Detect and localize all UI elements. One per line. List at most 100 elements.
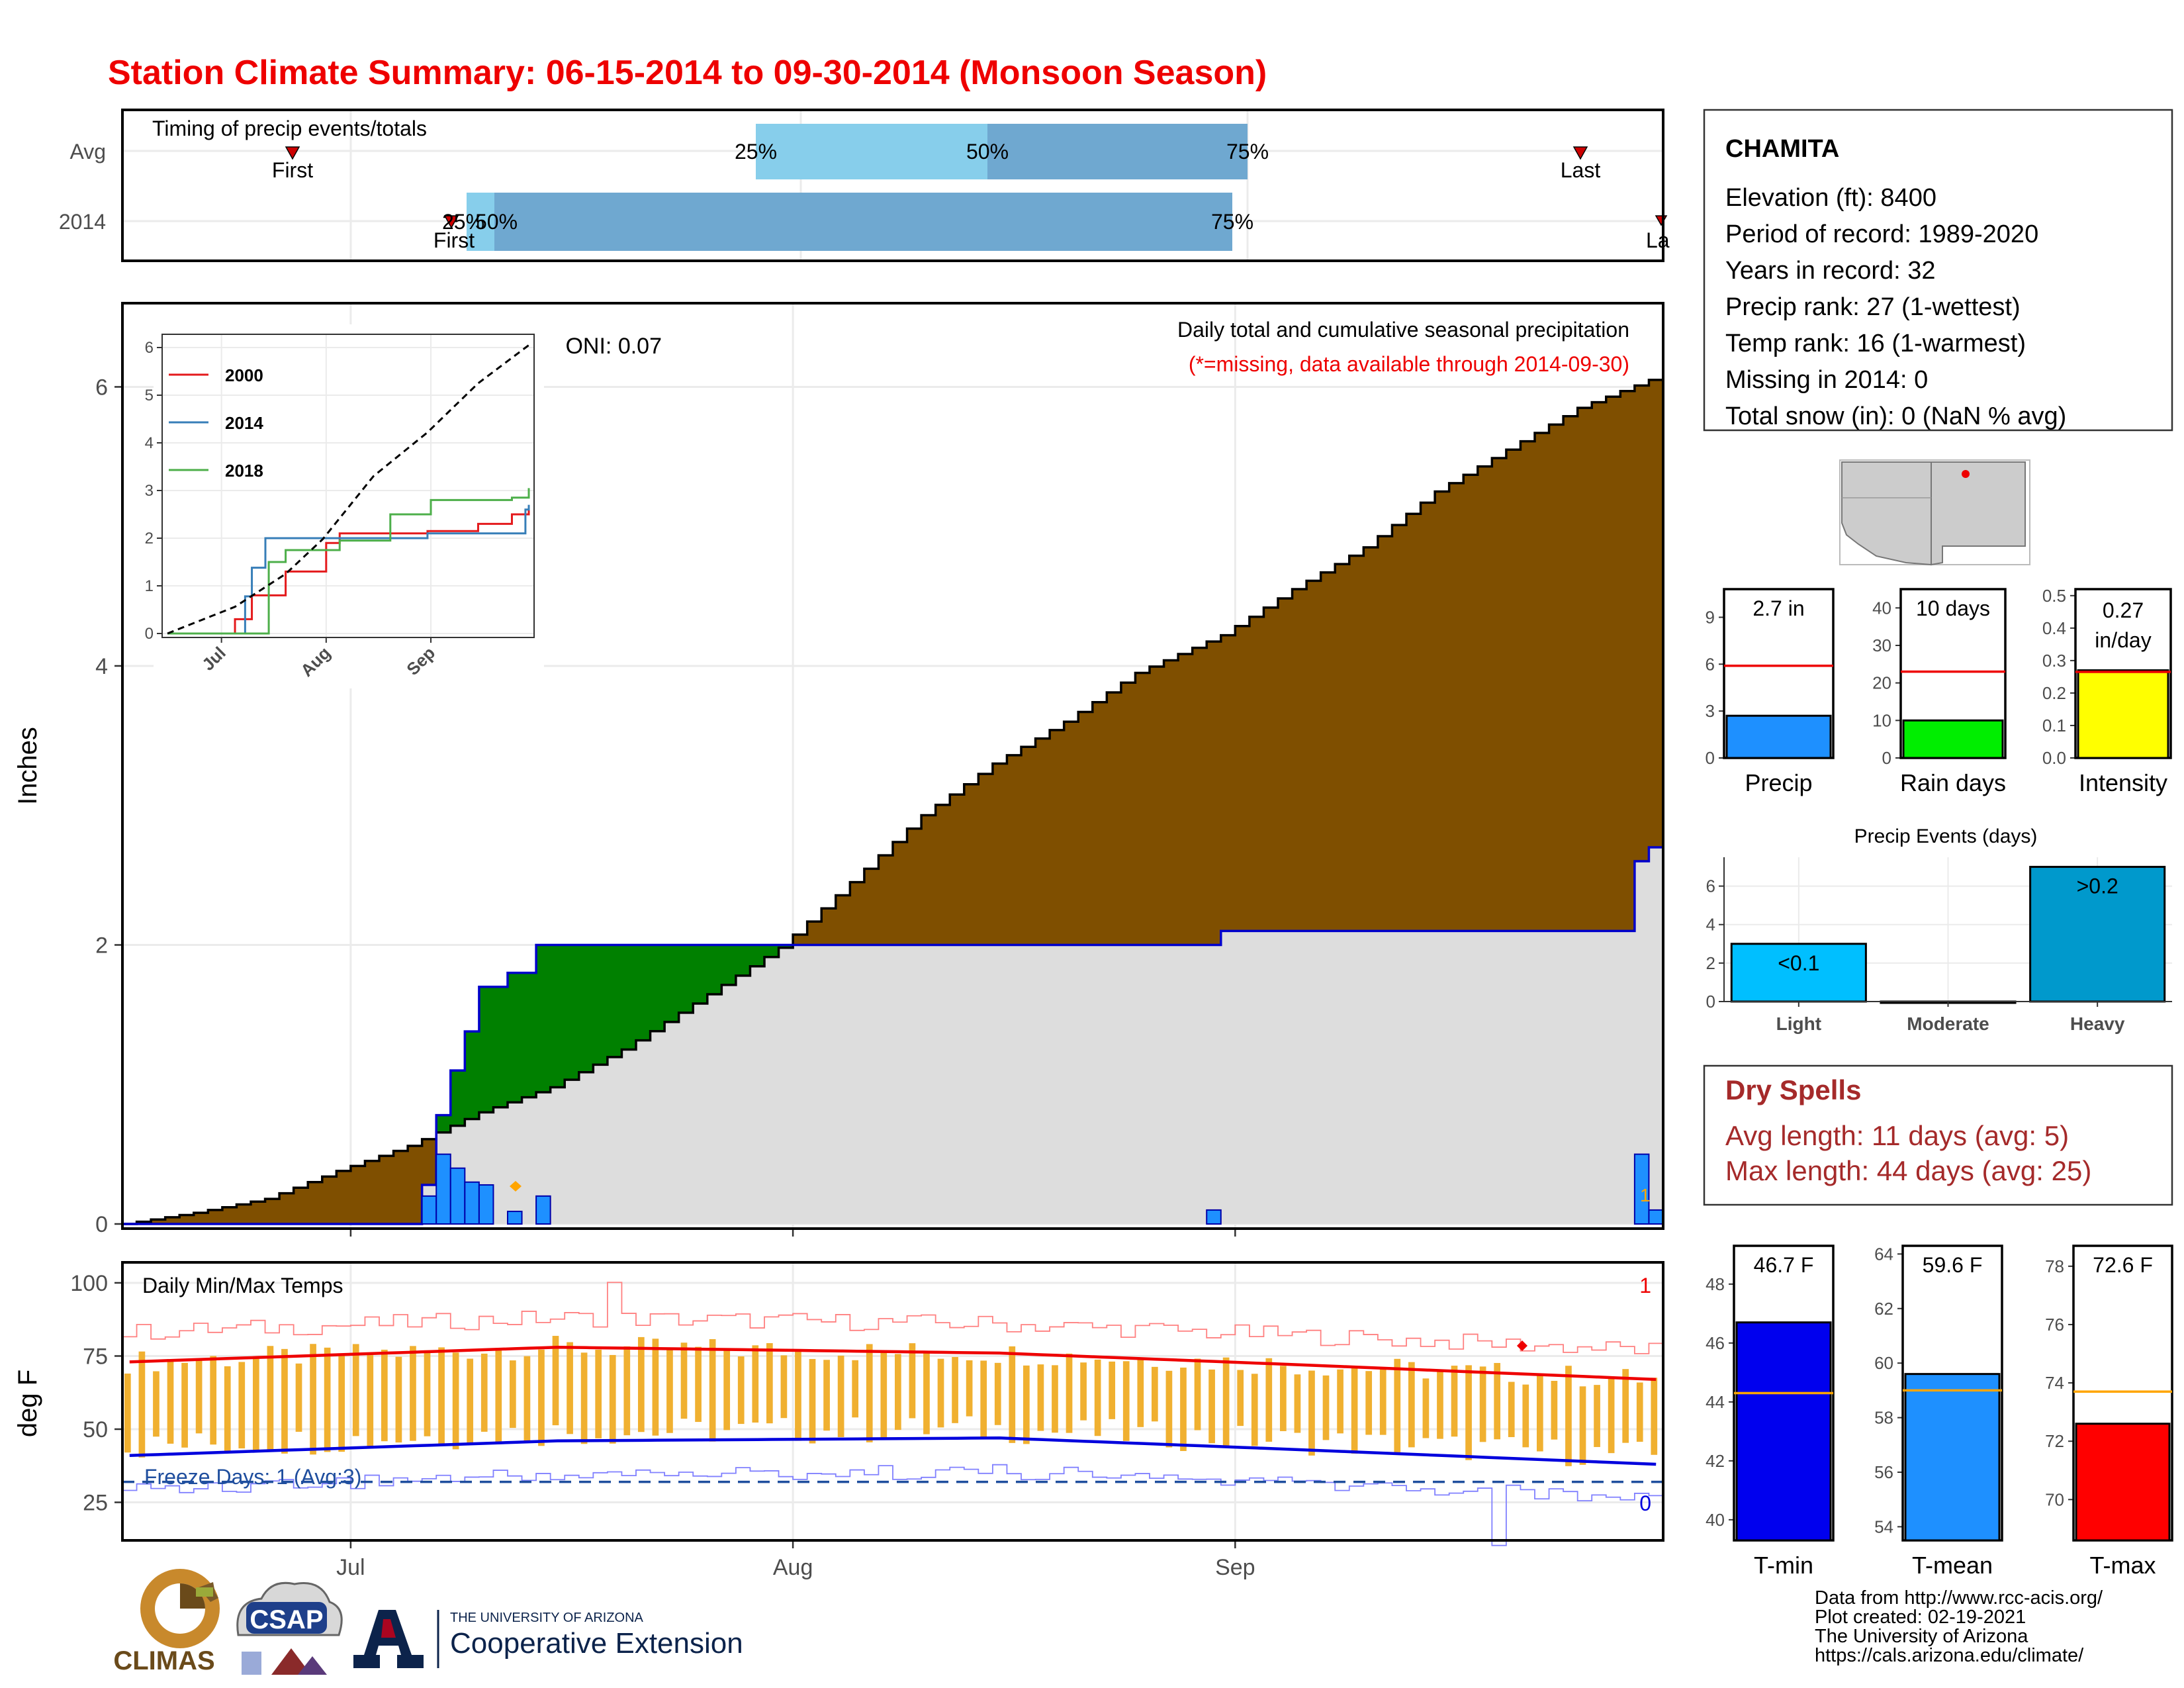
daily-temp-bar <box>424 1350 431 1436</box>
tmax-ytick-label: 72 <box>2045 1431 2064 1451</box>
climas-logo: CLIMAS <box>113 1569 220 1675</box>
events-title: Precip Events (days) <box>1854 825 2038 847</box>
tmax-ytick-label: 78 <box>2045 1256 2064 1276</box>
precip-ytick-label: 4 <box>95 654 108 679</box>
daily-temp-bar <box>1365 1371 1373 1435</box>
daily-temp-bar <box>1651 1378 1658 1455</box>
daily-temp-bar <box>1465 1365 1472 1460</box>
daily-temp-bar <box>952 1356 958 1423</box>
daily-temp-bar <box>1237 1370 1244 1427</box>
avg-last-label: Last <box>1561 158 1601 182</box>
temp-xtick-label: Aug <box>773 1555 813 1580</box>
daily-temp-bar <box>1023 1365 1030 1444</box>
daily-temp-bar <box>809 1358 816 1444</box>
tmin-bar <box>1735 1321 1832 1542</box>
intensity-ytick-label: 0.4 <box>2042 618 2066 638</box>
daily-temp-bar <box>1594 1385 1600 1447</box>
common-cumulative-area <box>122 847 1663 1224</box>
events-ytick-label: 4 <box>1706 915 1715 935</box>
dry-spells-box: Dry Spells Avg length: 11 days (avg: 5) … <box>1703 1064 2173 1206</box>
daily-temp-bar <box>737 1356 745 1425</box>
tmean-ytick-label: 62 <box>1874 1299 1893 1319</box>
daily-temp-bar <box>880 1350 887 1440</box>
tmax-ytick-label: 74 <box>2045 1373 2064 1393</box>
precip-ytick-label: 0 <box>95 1212 108 1237</box>
daily-temp-bar <box>438 1347 445 1446</box>
daily-temp-bar <box>1437 1370 1443 1439</box>
daily-temp-bar <box>966 1360 973 1417</box>
daily-temp-bar <box>795 1350 801 1441</box>
station-years: Years in record: 32 <box>1725 257 1936 285</box>
tmean-label: T-mean <box>1912 1552 1993 1579</box>
daily-temp-bar <box>937 1358 944 1428</box>
dry-spells-avg: Avg length: 11 days (avg: 5) <box>1725 1120 2069 1151</box>
daily-temp-bar <box>1494 1362 1501 1440</box>
inset-legend-2018: 2018 <box>225 461 263 481</box>
daily-temp-bar <box>1066 1353 1073 1433</box>
tmax-chart: 70 72 74 76 78 72.6 F T-max <box>2045 1244 2173 1579</box>
daily-temp-bar <box>310 1344 316 1455</box>
daily-precip-bar <box>449 1167 466 1225</box>
intensity-ytick-label: 0.1 <box>2042 716 2066 735</box>
events-bar-label: >0.2 <box>2077 874 2118 898</box>
daily-temp-bar <box>709 1338 716 1442</box>
missing-note: (*=missing, data available through 2014-… <box>1189 352 1629 376</box>
rain-days-ytick-label: 0 <box>1882 748 1891 768</box>
daily-temp-bar <box>452 1352 459 1450</box>
ua-logo-small-text: THE UNIVERSITY OF ARIZONA <box>450 1611 644 1625</box>
y2014-first-label: First <box>433 228 475 252</box>
intensity-label: Intensity <box>2079 769 2167 796</box>
record-high-line <box>122 1282 1663 1354</box>
daily-temp-bar <box>467 1358 474 1444</box>
daily-temp-bar <box>167 1359 174 1444</box>
daily-temp-bar <box>1137 1358 1144 1427</box>
daily-temp-bar <box>153 1371 159 1437</box>
season-total-bars: 0 3 6 9 2.7 in Precip 0 10 20 30 40 10 days Rain day… <box>1706 586 2172 796</box>
daily-precip-bar <box>435 1153 451 1225</box>
daily-temp-bar <box>510 1360 516 1429</box>
events-bar-heavy <box>2029 866 2166 1003</box>
daily-precip-bar <box>421 1195 437 1225</box>
y2014-p50-label: 50% <box>475 210 518 234</box>
tmax-label: T-max <box>2089 1552 2156 1579</box>
daily-temp-bar <box>1522 1384 1529 1448</box>
daily-temp-bar <box>224 1366 231 1452</box>
tmean-bar <box>1904 1373 2001 1542</box>
daily-temp-bar <box>1508 1382 1515 1437</box>
daily-temp-bar <box>1165 1370 1173 1448</box>
daily-temp-bar <box>680 1342 688 1419</box>
rain-days-ytick-label: 20 <box>1872 673 1891 693</box>
csap-logo-text: CSAP <box>250 1605 323 1634</box>
daily-temp-bar <box>1565 1366 1572 1466</box>
station-info-box: CHAMITA Elevation (ft): 8400 Period of r… <box>1703 109 2173 432</box>
y2014-first-marker <box>443 215 459 229</box>
credit-line-3: The University of Arizona <box>1815 1626 2028 1647</box>
tmax-ytick-label: 76 <box>2045 1315 2064 1335</box>
daily-temp-bar <box>652 1338 659 1436</box>
daily-temp-bar <box>823 1360 830 1431</box>
precip-ytick-label: 6 <box>95 375 108 400</box>
rain-days-ytick-label: 30 <box>1872 635 1891 655</box>
ua-logo-big-text: Cooperative Extension <box>450 1627 743 1660</box>
temp-xtick-label: Jul <box>336 1555 365 1580</box>
temp-mean-bars: 40 42 44 46 48 46.7 F T-min 54 56 58 60 62 64 59.6 F T… <box>1706 1244 2173 1579</box>
avg-25-50-bar <box>756 124 987 179</box>
avg-cumulative-line <box>122 379 1663 1225</box>
timing-row-avg: Avg <box>69 140 106 164</box>
station-name: CHAMITA <box>1725 135 1839 163</box>
daily-temp-bar <box>1180 1367 1187 1452</box>
daily-precip-bar <box>464 1181 480 1225</box>
tmean-ytick-label: 60 <box>1874 1353 1893 1373</box>
inset-series-2018 <box>167 488 530 635</box>
daily-temp-bar <box>567 1342 573 1434</box>
inset-ytick-label: 6 <box>145 339 154 357</box>
events-ytick-label: 2 <box>1706 953 1715 973</box>
daily-temp-bar <box>552 1336 559 1426</box>
tmin-label: T-min <box>1754 1552 1813 1579</box>
daily-temp-bar <box>837 1355 844 1437</box>
events-bar-label: <0.1 <box>1778 951 1819 975</box>
daily-temp-bar <box>523 1356 531 1442</box>
intensity-bar <box>2077 669 2169 759</box>
daily-temp-bar <box>1280 1366 1287 1431</box>
daily-precip-bar <box>507 1211 523 1225</box>
